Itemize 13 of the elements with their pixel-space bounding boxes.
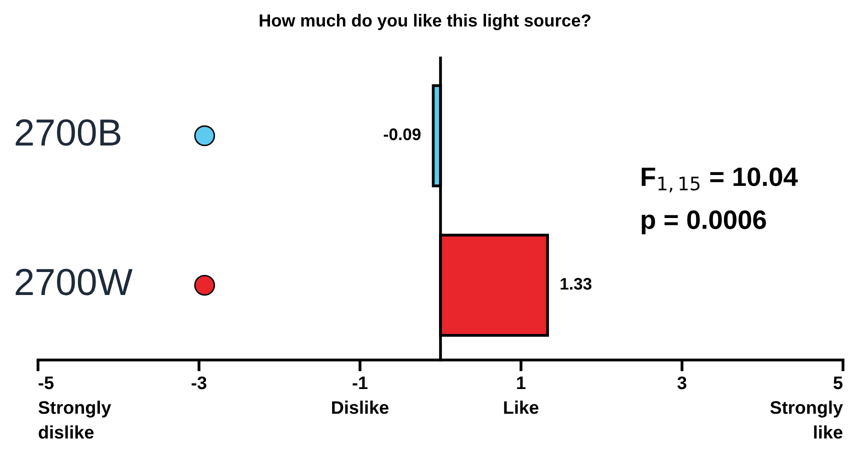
y-tick-label: 2700B <box>16 119 120 146</box>
x-tick-label: 5 Strongly like <box>770 376 843 439</box>
annotation: p = 0.0006 <box>642 210 766 234</box>
x-tick-label: -1 Dislike <box>332 376 388 414</box>
x-tick-label: 3 <box>677 376 686 390</box>
x-tick-label: -5 Strongly dislike <box>38 376 112 439</box>
x-tick-label: 1 Like <box>504 376 538 414</box>
data-label: 1.33 <box>560 278 592 290</box>
y-tick-label: 2700W <box>16 268 133 296</box>
data-label: -0.09 <box>384 128 421 140</box>
annotation: F$_{1,15}$ = 10.04 <box>642 167 798 192</box>
chart-title: How much do you like this light source? <box>260 14 590 30</box>
x-tick-label: -3 <box>192 376 206 390</box>
